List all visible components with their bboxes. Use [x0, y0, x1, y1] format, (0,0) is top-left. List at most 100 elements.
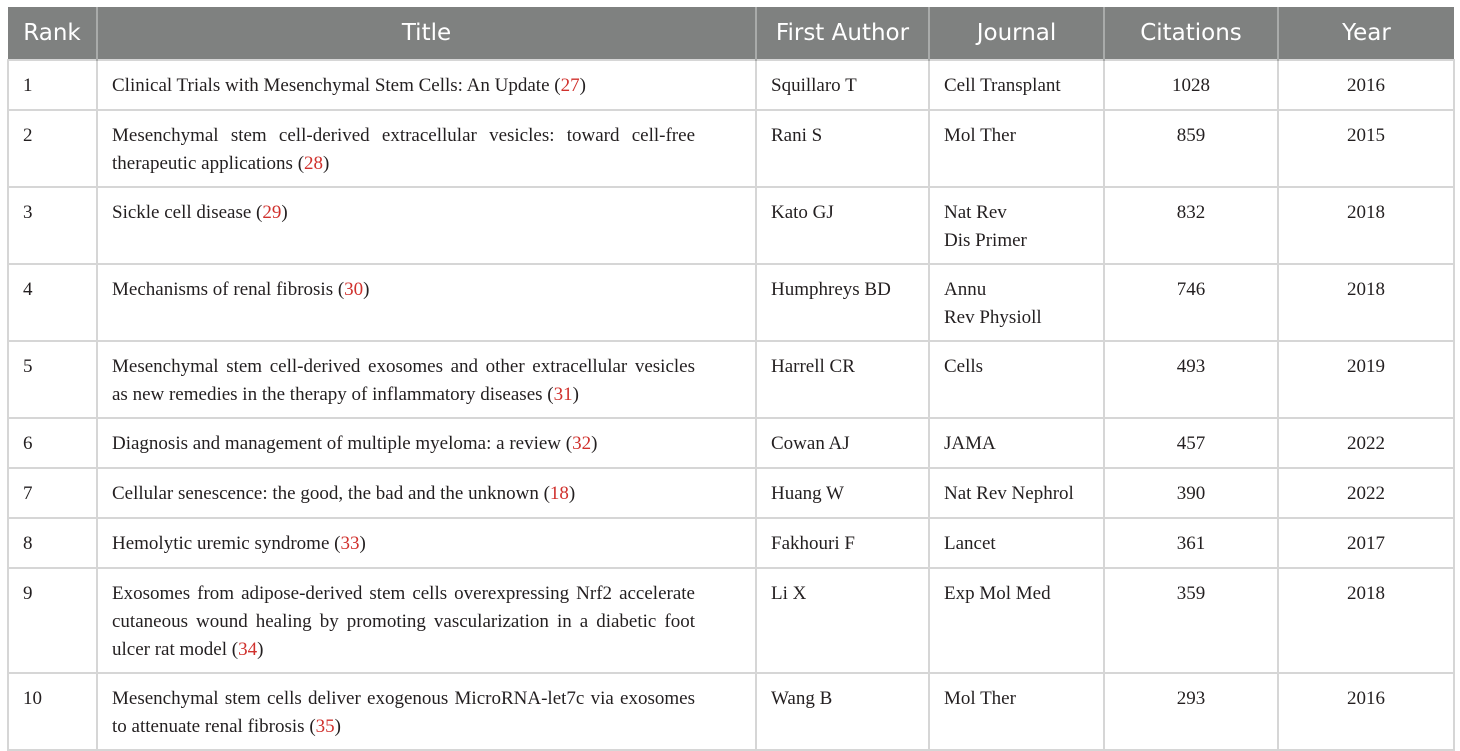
year-cell: 2022	[1277, 417, 1455, 469]
citations-cell: 361	[1103, 517, 1279, 569]
citations: 293	[1176, 688, 1206, 709]
year-cell: 2017	[1277, 517, 1455, 569]
header-year: Year	[1277, 7, 1454, 60]
reference-link[interactable]: 18	[549, 483, 569, 504]
reference-link[interactable]: 28	[304, 153, 324, 174]
title-text: Hemolytic uremic syndrome	[112, 533, 330, 554]
first-author: Humphreys BD	[771, 279, 891, 300]
table-row: 5 Mesenchymal stem cell-derived exosomes …	[7, 340, 1455, 419]
reference-link[interactable]: 29	[262, 202, 282, 223]
rank-cell: 8	[7, 517, 98, 569]
journal-name: Nat Rev	[944, 202, 1007, 223]
journal-cell: JAMA	[928, 417, 1105, 469]
year-cell: 2019	[1277, 340, 1455, 419]
first-author: Wang B	[771, 688, 833, 709]
citations-cell: 746	[1103, 263, 1279, 342]
citations-cell: 359	[1103, 567, 1279, 674]
rank-cell: 1	[7, 59, 98, 111]
year: 2018	[1347, 583, 1385, 604]
year: 2016	[1347, 688, 1385, 709]
title-text: Diagnosis and management of multiple mye…	[112, 433, 562, 454]
first-author: Harrell CR	[771, 356, 855, 377]
reference-link[interactable]: 35	[315, 716, 335, 737]
header-row: Rank Title First Author Journal Citation…	[8, 7, 1454, 60]
year: 2016	[1347, 75, 1385, 96]
title-cell: Mesenchymal stem cells deliver exogenous…	[96, 672, 757, 751]
year: 2022	[1347, 483, 1385, 504]
rank: 5	[23, 356, 33, 377]
author-cell: Wang B	[755, 672, 930, 751]
year-cell: 2018	[1277, 263, 1455, 342]
rank-cell: 4	[7, 263, 98, 342]
table-row: 2 Mesenchymal stem cell-derived extracell…	[7, 109, 1455, 188]
rank-cell: 10	[7, 672, 98, 751]
citations: 859	[1176, 125, 1206, 146]
first-author: Fakhouri F	[771, 533, 855, 554]
table-row: 10 Mesenchymal stem cells deliver exogeno…	[7, 672, 1455, 751]
header-journal: Journal	[928, 7, 1104, 60]
table-row: 6 Diagnosis and management of multiple my…	[7, 417, 1455, 469]
year-cell: 2018	[1277, 567, 1455, 674]
journal-cell: Exp Mol Med	[928, 567, 1105, 674]
reference-link[interactable]: 31	[553, 384, 573, 405]
table-row: 3 Sickle cell disease (29) Kato GJ Nat Rev D…	[7, 186, 1455, 265]
rank: 4	[23, 279, 33, 300]
citations: 361	[1176, 533, 1206, 554]
journal-name: Mol Ther	[944, 688, 1016, 709]
rank-cell: 5	[7, 340, 98, 419]
title-text: Cellular senescence: the good, the bad a…	[112, 483, 539, 504]
title-text: Mesenchymal stem cells deliver exogenous…	[112, 688, 695, 737]
rank: 2	[23, 125, 33, 146]
reference-link[interactable]: 32	[572, 433, 592, 454]
journal-name: Nat Rev Nephrol	[944, 483, 1074, 504]
journal-cell: Mol Ther	[928, 109, 1105, 188]
first-author: Rani S	[771, 125, 823, 146]
rank: 3	[23, 202, 33, 223]
rank: 1	[23, 75, 33, 96]
rank-cell: 6	[7, 417, 98, 469]
citations-cell: 493	[1103, 340, 1279, 419]
journal-cell: Nat Rev Dis Primer	[928, 186, 1105, 265]
citations: 832	[1176, 202, 1206, 223]
author-cell: Squillaro T	[755, 59, 930, 111]
year: 2018	[1347, 279, 1385, 300]
reference-link[interactable]: 33	[340, 533, 360, 554]
citations-cell: 457	[1103, 417, 1279, 469]
citations-cell: 859	[1103, 109, 1279, 188]
rank: 8	[23, 533, 33, 554]
author-cell: Cowan AJ	[755, 417, 930, 469]
author-cell: Fakhouri F	[755, 517, 930, 569]
rank-cell: 3	[7, 186, 98, 265]
title-text: Mesenchymal stem cell-derived extracellu…	[112, 125, 695, 174]
first-author: Cowan AJ	[771, 433, 850, 454]
title-cell: Hemolytic uremic syndrome (33)	[96, 517, 757, 569]
journal-cell: Cells	[928, 340, 1105, 419]
title-text: Exosomes from adipose-derived stem cells…	[112, 583, 695, 660]
title-cell: Exosomes from adipose-derived stem cells…	[96, 567, 757, 674]
citations-cell: 390	[1103, 467, 1279, 519]
citations-cell: 1028	[1103, 59, 1279, 111]
journal-cell: Nat Rev Nephrol	[928, 467, 1105, 519]
year-cell: 2016	[1277, 59, 1455, 111]
year-cell: 2016	[1277, 672, 1455, 751]
author-cell: Humphreys BD	[755, 263, 930, 342]
first-author: Huang W	[771, 483, 844, 504]
journal-name: Mol Ther	[944, 125, 1016, 146]
journal-name: JAMA	[944, 433, 996, 454]
author-cell: Rani S	[755, 109, 930, 188]
reference-link[interactable]: 34	[238, 639, 258, 660]
rank: 7	[23, 483, 33, 504]
year: 2019	[1347, 356, 1385, 377]
year-cell: 2018	[1277, 186, 1455, 265]
title-text: Mesenchymal stem cell-derived exosomes a…	[112, 356, 695, 405]
journal-name: Cells	[944, 356, 984, 377]
rank-cell: 2	[7, 109, 98, 188]
author-cell: Huang W	[755, 467, 930, 519]
citations-cell: 293	[1103, 672, 1279, 751]
header-rank: Rank	[8, 7, 97, 60]
citations: 390	[1176, 483, 1206, 504]
reference-link[interactable]: 27	[560, 75, 580, 96]
citations: 359	[1176, 583, 1206, 604]
year-cell: 2015	[1277, 109, 1455, 188]
reference-link[interactable]: 30	[344, 279, 364, 300]
